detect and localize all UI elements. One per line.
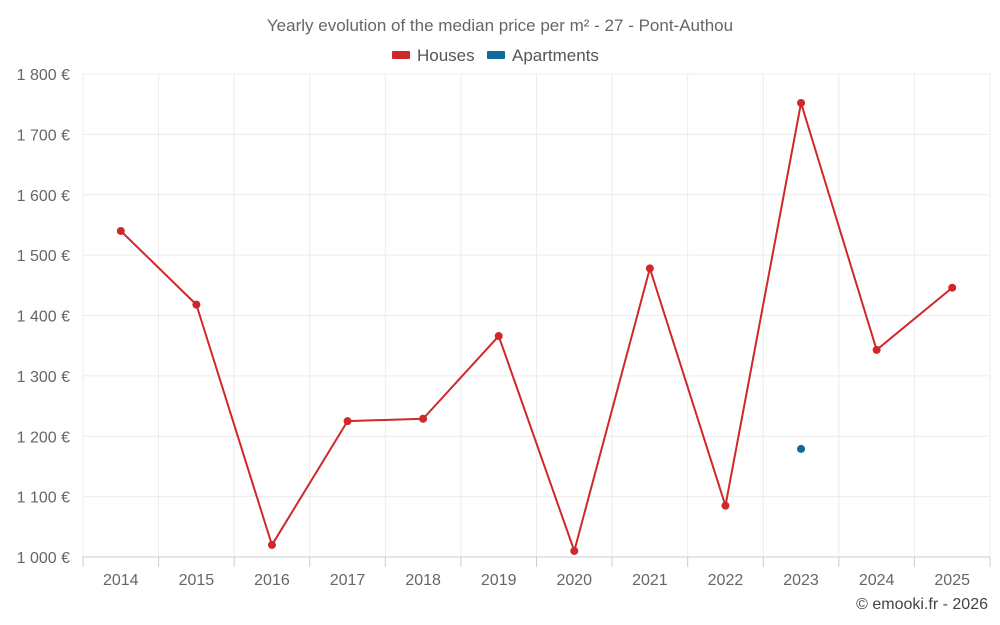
- legend-label-houses: Houses: [417, 46, 475, 65]
- x-tick-label-2018: 2018: [405, 572, 441, 589]
- y-tick-label-1500: 1 500 €: [17, 248, 70, 265]
- data-point-houses-2022[interactable]: [721, 501, 730, 510]
- x-tick-label-2023: 2023: [783, 572, 819, 589]
- series-line-houses: [120, 101, 953, 552]
- data-point-houses-2016[interactable]: [267, 540, 276, 549]
- x-tick-label-2024: 2024: [859, 572, 895, 589]
- data-point-houses-2025[interactable]: [948, 283, 957, 292]
- legend-swatch-houses: [392, 51, 410, 59]
- data-point-apartments-2023[interactable]: [797, 444, 806, 453]
- data-point-houses-2021[interactable]: [645, 264, 654, 273]
- legend: Houses Apartments: [392, 46, 599, 65]
- x-tick-label-2017: 2017: [330, 572, 366, 589]
- data-point-houses-2019[interactable]: [494, 332, 503, 341]
- x-tick-label-2020: 2020: [556, 572, 592, 589]
- grid: [82, 73, 991, 558]
- axes: 1 000 € 1 100 € 1 200 € 1 300 € 1 400 € 1 500…: [17, 67, 991, 589]
- y-tick-label-1200: 1 200 €: [17, 429, 70, 446]
- legend-item-apartments[interactable]: Apartments: [487, 46, 599, 65]
- data-point-houses-2014[interactable]: [116, 226, 125, 235]
- y-tick-label-1400: 1 400 €: [17, 309, 70, 326]
- credit-text: © emooki.fr - 2026: [856, 596, 988, 613]
- y-tick-label-1100: 1 100 €: [17, 490, 70, 507]
- x-tick-label-2015: 2015: [179, 572, 215, 589]
- y-tick-label-1600: 1 600 €: [17, 188, 70, 205]
- data-point-houses-2015[interactable]: [192, 300, 201, 309]
- x-tick-label-2014: 2014: [103, 572, 139, 589]
- data-point-houses-2024[interactable]: [872, 345, 881, 354]
- x-tick-label-2022: 2022: [708, 572, 744, 589]
- legend-label-apartments: Apartments: [512, 46, 599, 65]
- data-point-houses-2020[interactable]: [570, 546, 579, 555]
- y-tick-label-1000: 1 000 €: [17, 550, 70, 567]
- x-tick-label-2019: 2019: [481, 572, 517, 589]
- data-point-houses-2018[interactable]: [419, 414, 428, 423]
- legend-swatch-apartments: [487, 51, 505, 59]
- x-tick-label-2025: 2025: [934, 572, 970, 589]
- y-tick-label-1300: 1 300 €: [17, 369, 70, 386]
- x-tick-label-2016: 2016: [254, 572, 290, 589]
- data-point-houses-2023[interactable]: [797, 98, 806, 107]
- chart-title: Yearly evolution of the median price per…: [267, 16, 733, 35]
- x-tick-label-2021: 2021: [632, 572, 668, 589]
- series: [116, 98, 957, 555]
- legend-item-houses[interactable]: Houses: [392, 46, 475, 65]
- data-point-houses-2017[interactable]: [343, 417, 352, 426]
- y-tick-label-1800: 1 800 €: [17, 67, 70, 84]
- y-tick-label-1700: 1 700 €: [17, 127, 70, 144]
